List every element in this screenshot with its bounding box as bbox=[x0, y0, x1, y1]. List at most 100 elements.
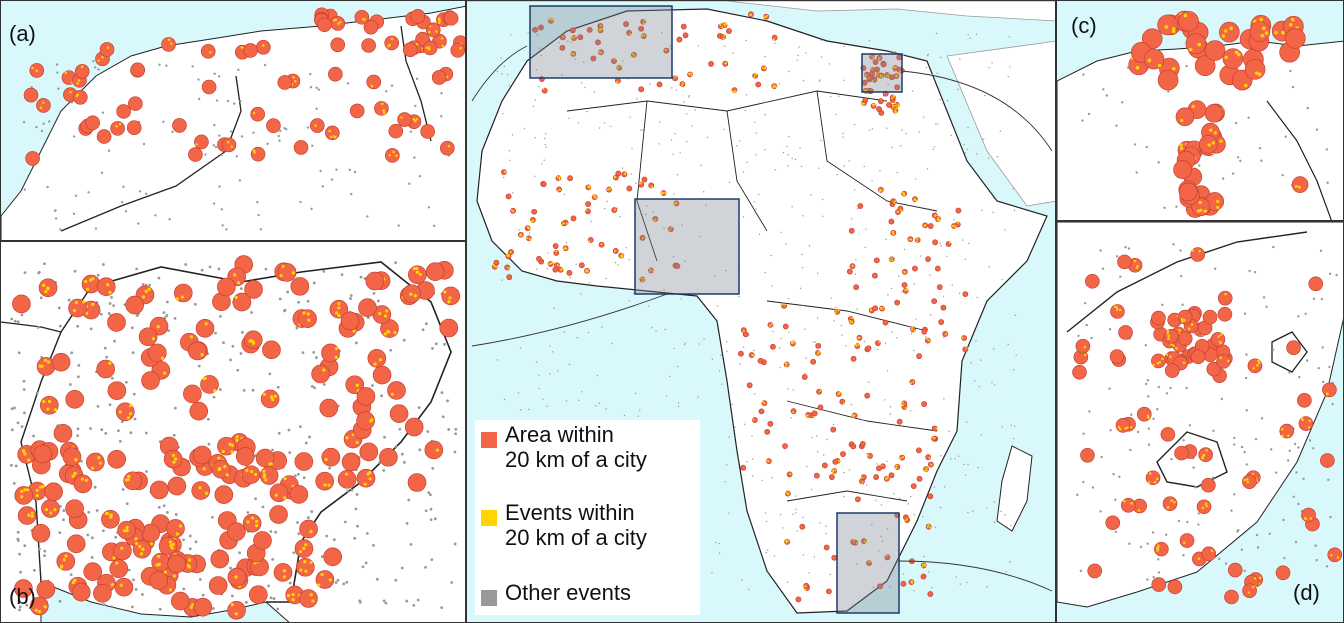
other-event-marker bbox=[238, 179, 242, 182]
event-in-city-marker bbox=[20, 495, 24, 499]
city-area-marker bbox=[62, 447, 82, 466]
event-in-city-marker bbox=[790, 342, 793, 345]
event-in-city-marker bbox=[1156, 549, 1159, 552]
other-event-marker bbox=[691, 125, 693, 127]
event-in-city-marker bbox=[1330, 553, 1333, 557]
event-in-city-marker bbox=[119, 583, 123, 587]
other-event-marker bbox=[549, 345, 551, 347]
city-area-marker bbox=[1194, 55, 1216, 77]
city-area-marker bbox=[813, 472, 820, 479]
city-area-marker bbox=[757, 357, 764, 364]
other-event-marker bbox=[1197, 523, 1200, 526]
other-event-marker bbox=[256, 201, 259, 204]
city-area-marker bbox=[243, 330, 263, 350]
other-event-marker bbox=[866, 452, 868, 455]
other-event-marker bbox=[172, 433, 176, 437]
other-event-marker bbox=[943, 486, 946, 488]
city-area-marker bbox=[372, 365, 392, 385]
city-area-marker bbox=[379, 447, 398, 467]
city-area-marker bbox=[349, 103, 365, 119]
other-event-marker bbox=[764, 113, 766, 116]
other-event-marker bbox=[312, 350, 316, 354]
other-event-marker bbox=[553, 307, 555, 310]
event-in-city-marker bbox=[311, 599, 315, 603]
other-event-marker bbox=[86, 533, 90, 537]
other-event-marker bbox=[821, 198, 824, 201]
event-in-city-marker bbox=[1172, 344, 1175, 347]
other-event-marker bbox=[322, 383, 326, 386]
event-in-city-marker bbox=[1281, 30, 1285, 35]
other-event-marker bbox=[575, 263, 577, 265]
event-in-city-marker bbox=[262, 469, 266, 473]
other-event-marker bbox=[1294, 540, 1298, 544]
other-event-marker bbox=[943, 398, 945, 400]
other-event-marker bbox=[976, 296, 979, 299]
city-area-marker bbox=[277, 263, 297, 282]
city-area-marker bbox=[1275, 565, 1291, 581]
other-event-marker bbox=[96, 273, 100, 277]
other-event-marker bbox=[382, 469, 386, 472]
event-in-city-marker bbox=[1190, 323, 1194, 326]
event-in-city-marker bbox=[108, 290, 112, 295]
other-event-marker bbox=[142, 142, 146, 146]
other-event-marker bbox=[58, 599, 62, 603]
other-event-marker bbox=[925, 66, 928, 69]
event-in-city-marker bbox=[268, 462, 272, 466]
other-event-marker bbox=[402, 460, 406, 464]
event-in-city-marker bbox=[593, 196, 596, 199]
other-event-marker bbox=[673, 347, 675, 350]
other-event-marker bbox=[797, 54, 799, 57]
event-in-city-marker bbox=[880, 464, 883, 467]
event-in-city-marker bbox=[624, 173, 627, 176]
event-in-city-marker bbox=[27, 513, 31, 517]
other-event-marker bbox=[714, 541, 717, 544]
event-in-city-marker bbox=[88, 278, 93, 282]
event-in-city-marker bbox=[818, 350, 821, 353]
city-area-marker bbox=[356, 411, 375, 431]
other-event-marker bbox=[609, 125, 612, 128]
other-event-marker bbox=[1289, 69, 1292, 73]
city-area-marker bbox=[552, 266, 559, 273]
other-event-marker bbox=[913, 513, 915, 516]
other-event-marker bbox=[58, 324, 62, 328]
event-in-city-marker bbox=[418, 272, 422, 277]
other-event-marker bbox=[706, 136, 709, 139]
other-event-marker bbox=[568, 363, 571, 366]
other-event-marker bbox=[794, 158, 797, 161]
event-in-city-marker bbox=[893, 94, 896, 97]
other-event-marker bbox=[590, 220, 592, 222]
event-in-city-marker bbox=[118, 410, 122, 414]
event-in-city-marker bbox=[851, 321, 854, 324]
city-area-marker bbox=[1115, 417, 1131, 433]
other-event-marker bbox=[587, 331, 590, 334]
other-event-marker bbox=[676, 365, 679, 368]
event-in-city-marker bbox=[187, 558, 192, 562]
event-in-city-marker bbox=[752, 418, 755, 421]
event-in-city-marker bbox=[905, 288, 908, 291]
other-event-marker bbox=[964, 474, 967, 476]
other-event-marker bbox=[1283, 556, 1286, 560]
city-area-marker bbox=[14, 579, 33, 598]
other-event-marker bbox=[10, 428, 14, 432]
other-event-marker bbox=[1306, 359, 1309, 362]
other-event-marker bbox=[279, 129, 282, 133]
other-event-marker bbox=[993, 501, 996, 503]
other-event-marker bbox=[89, 427, 92, 430]
other-event-marker bbox=[1312, 447, 1315, 450]
other-event-marker bbox=[753, 201, 756, 203]
event-in-city-marker bbox=[101, 55, 104, 59]
event-in-city-marker bbox=[191, 603, 195, 607]
other-event-marker bbox=[141, 283, 145, 286]
event-in-city-marker bbox=[170, 546, 174, 550]
event-in-city-marker bbox=[217, 467, 221, 472]
event-in-city-marker bbox=[1129, 426, 1133, 429]
event-in-city-marker bbox=[97, 59, 100, 62]
event-in-city-marker bbox=[85, 311, 89, 315]
event-in-city-marker bbox=[1161, 357, 1164, 361]
other-event-marker bbox=[742, 346, 745, 348]
other-event-marker bbox=[375, 577, 379, 581]
event-in-city-marker bbox=[894, 107, 897, 110]
other-event-marker bbox=[725, 269, 727, 272]
city-area-marker bbox=[319, 398, 339, 418]
other-event-marker bbox=[213, 72, 216, 76]
